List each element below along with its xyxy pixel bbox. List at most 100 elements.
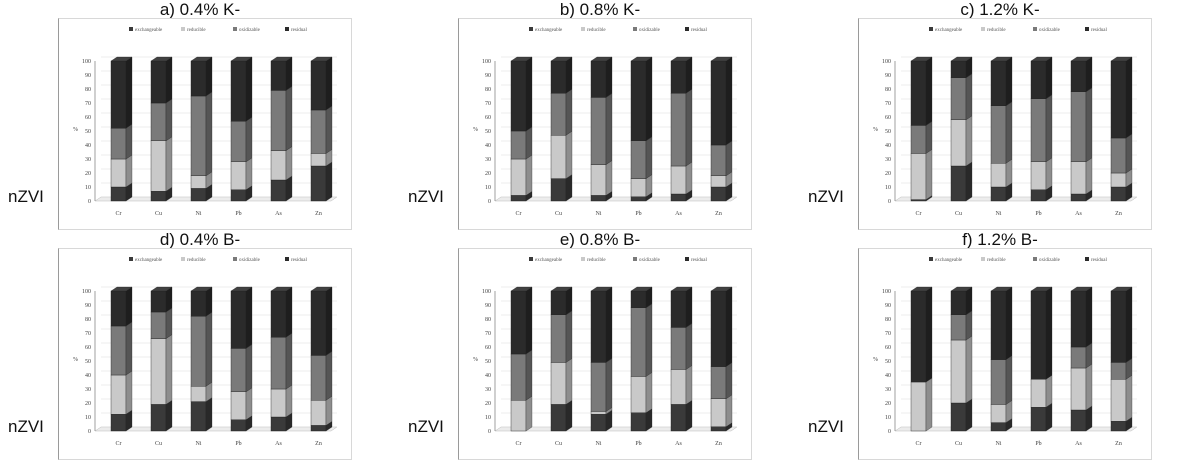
bar-side [125, 56, 133, 129]
bar-segment [270, 179, 287, 202]
bar-side [1005, 101, 1013, 164]
y-tick-label: 60 [485, 115, 491, 121]
bar-side [565, 310, 573, 363]
bar-segment [630, 290, 647, 308]
bar-segment [150, 338, 167, 405]
y-tick-label: 90 [85, 303, 91, 309]
legend-swatch [181, 257, 185, 261]
y-tick-label: 0 [888, 199, 891, 205]
x-tick-label: Cu [955, 441, 962, 447]
bar-segment [1030, 189, 1047, 202]
bar-segment [590, 362, 607, 412]
bar-top [230, 56, 253, 62]
bar-side [605, 56, 613, 98]
bar-segment [990, 422, 1007, 432]
bar-side [965, 286, 973, 316]
bar-segment [550, 134, 567, 179]
legend: exchangeable reducible oxidizable residual [929, 27, 1107, 33]
bar-segment [190, 290, 207, 317]
bar-top [590, 56, 613, 62]
bar-segment [510, 60, 527, 132]
bar-top [1070, 286, 1093, 292]
x-tick-label: Ni [196, 211, 202, 217]
bar-segment [230, 161, 247, 191]
bar-segment [110, 413, 127, 432]
bar-segment [590, 164, 607, 196]
bar-segment [1110, 290, 1127, 363]
bar-segment [590, 411, 607, 415]
legend-swatch [633, 27, 637, 31]
bar-side [325, 286, 333, 356]
x-tick-label: Cr [916, 211, 922, 217]
x-tick-label: Zn [715, 441, 722, 447]
bar-side [325, 161, 333, 202]
bar-side [125, 286, 133, 327]
y-tick-label: 90 [485, 303, 491, 309]
y-tick-label: 70 [85, 331, 91, 337]
x-tick-label: As [275, 211, 282, 217]
bar-segment [590, 97, 607, 165]
y-tick-label: 30 [885, 387, 891, 393]
legend-label: oxidizable [1039, 28, 1061, 33]
legend-label: exchangeable [135, 258, 163, 263]
bar-segment [950, 402, 967, 432]
bar-segment [190, 401, 207, 432]
y-tick-label: 40 [85, 373, 91, 379]
bar-segment [950, 119, 967, 167]
bar-segment [150, 190, 167, 202]
nzvi-label: nZVI [8, 187, 44, 206]
chart-title: f) 1.2% B- [962, 230, 1038, 249]
bar-segment [630, 376, 647, 414]
legend-label: residual [1091, 28, 1107, 33]
bar-segment [310, 165, 327, 202]
bar-segment [310, 290, 327, 356]
bar-side [1125, 56, 1133, 139]
y-tick-label: 0 [488, 429, 491, 435]
legend-swatch [685, 257, 689, 261]
y-axis-label: % [473, 127, 478, 133]
x-tick-label: Ni [596, 211, 602, 217]
bar-side [1045, 374, 1053, 408]
bar-side [565, 358, 573, 405]
bar-segment [670, 404, 687, 432]
plot-area: exchangeable reducible oxidizable residual 0… [458, 18, 752, 230]
x-tick-label: Ni [596, 441, 602, 447]
x-tick-label: Cr [116, 211, 122, 217]
bar-side [605, 286, 613, 363]
bar-segment [670, 327, 687, 370]
bar-segment [710, 60, 727, 146]
bar-side [1005, 158, 1013, 188]
legend-label: residual [291, 28, 307, 33]
bar-side [1085, 286, 1093, 348]
y-tick-label: 70 [485, 101, 491, 107]
bar-top [990, 286, 1013, 292]
nzvi-label: nZVI [808, 187, 844, 206]
y-tick-label: 80 [885, 317, 891, 323]
bar-side [205, 56, 213, 97]
x-tick-label: Ni [996, 441, 1002, 447]
bar-segment [270, 290, 287, 338]
legend: exchangeable reducible oxidizable residual [929, 257, 1107, 263]
legend-label: reducible [987, 258, 1006, 263]
bar-side [685, 161, 693, 195]
y-axis-label: % [873, 357, 878, 363]
bar-side [205, 397, 213, 432]
legend-swatch [129, 257, 133, 261]
plot-area: exchangeable reducible oxidizable residual 0… [458, 248, 752, 460]
bar-side [925, 377, 933, 432]
bar-segment [1110, 172, 1127, 188]
stacked-bar-chart: exchangeable reducible oxidizable residual 0… [473, 257, 738, 447]
y-axis-label: % [473, 357, 478, 363]
legend-swatch [529, 27, 533, 31]
chart-title: e) 0.8% B- [559, 230, 641, 249]
legend-swatch [529, 257, 533, 261]
bar-side [165, 98, 173, 142]
bar-side [525, 395, 533, 432]
bar-side [325, 395, 333, 426]
bar-segment [270, 60, 287, 91]
bar-segment [190, 175, 207, 189]
bar-side [165, 334, 173, 405]
bar-segment [950, 314, 967, 341]
y-tick-label: 20 [885, 401, 891, 407]
bar-segment [1070, 193, 1087, 202]
